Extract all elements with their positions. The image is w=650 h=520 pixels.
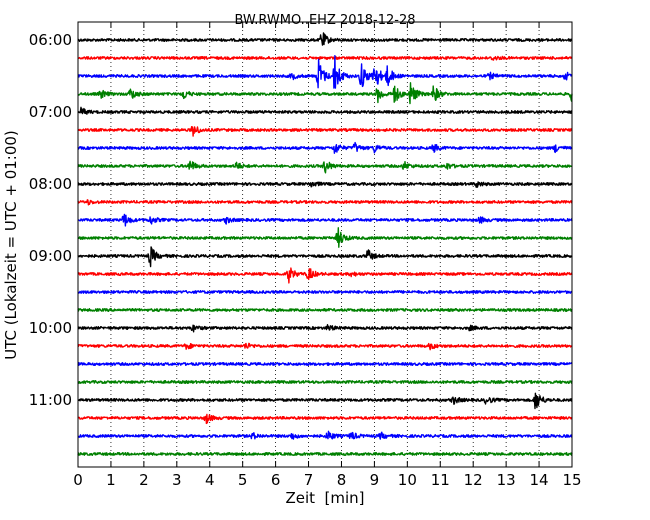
y-tick-label: 09:00 — [29, 247, 72, 265]
trace-line-0745 — [77, 160, 573, 174]
trace-line-1015 — [77, 342, 573, 351]
y-tick-label: 11:00 — [29, 391, 72, 409]
trace-line-0945 — [77, 308, 573, 312]
x-tick-label: 4 — [205, 471, 215, 489]
trace-line-1045 — [77, 380, 573, 384]
trace-line-0630 — [77, 55, 573, 89]
trace-line-0700 — [77, 106, 573, 115]
trace-line-0830 — [77, 213, 573, 227]
y-tick-label: 06:00 — [29, 31, 72, 49]
x-tick-label: 1 — [106, 471, 116, 489]
x-tick-label: 13 — [497, 471, 516, 489]
y-axis-ticks: 06:00 07:00 08:00 09:00 10:00 11:00 — [29, 31, 572, 409]
trace-line-1145 — [77, 452, 573, 456]
trace-line-0815 — [77, 199, 573, 206]
trace-line-0645 — [77, 82, 573, 105]
y-tick-label: 10:00 — [29, 319, 72, 337]
trace-line-0915 — [77, 267, 573, 284]
x-tick-label: 8 — [337, 471, 347, 489]
trace-line-0800 — [77, 181, 573, 188]
x-axis-ticks: 0 1 2 3 4 5 6 7 8 9 10 11 12 13 14 15 — [73, 22, 582, 489]
x-tick-label: 12 — [464, 471, 483, 489]
x-tick-label: 11 — [431, 471, 450, 489]
x-tick-label: 2 — [139, 471, 149, 489]
trace-line-0600 — [77, 32, 573, 46]
x-tick-label: 5 — [238, 471, 248, 489]
trace-line-0900 — [77, 246, 573, 268]
x-tick-label: 10 — [398, 471, 417, 489]
x-axis-label: Zeit [min] — [285, 489, 364, 507]
trace-line-1115 — [77, 413, 573, 425]
y-tick-label: 08:00 — [29, 175, 72, 193]
trace-group — [77, 32, 573, 456]
trace-line-0715 — [77, 126, 573, 137]
x-tick-label: 0 — [73, 471, 83, 489]
x-tick-label: 6 — [271, 471, 281, 489]
trace-line-0845 — [77, 227, 573, 248]
trace-line-1100 — [77, 392, 573, 410]
trace-line-1030 — [77, 362, 573, 366]
x-tick-label: 15 — [562, 471, 581, 489]
trace-line-0930 — [77, 290, 573, 294]
y-axis-label: UTC (Lokalzeit = UTC + 01:00) — [2, 130, 20, 360]
x-tick-label: 3 — [172, 471, 182, 489]
trace-line-0615 — [77, 55, 573, 61]
chart-title: BW.RWMO..EHZ 2018-12-28 — [234, 13, 415, 28]
x-tick-label: 9 — [370, 471, 380, 489]
x-tick-label: 14 — [530, 471, 549, 489]
trace-line-1000 — [77, 324, 573, 333]
plot-frame — [77, 21, 573, 468]
trace-line-0730 — [77, 141, 573, 154]
x-tick-label: 7 — [304, 471, 314, 489]
y-tick-label: 07:00 — [29, 103, 72, 121]
trace-line-1130 — [77, 430, 573, 440]
